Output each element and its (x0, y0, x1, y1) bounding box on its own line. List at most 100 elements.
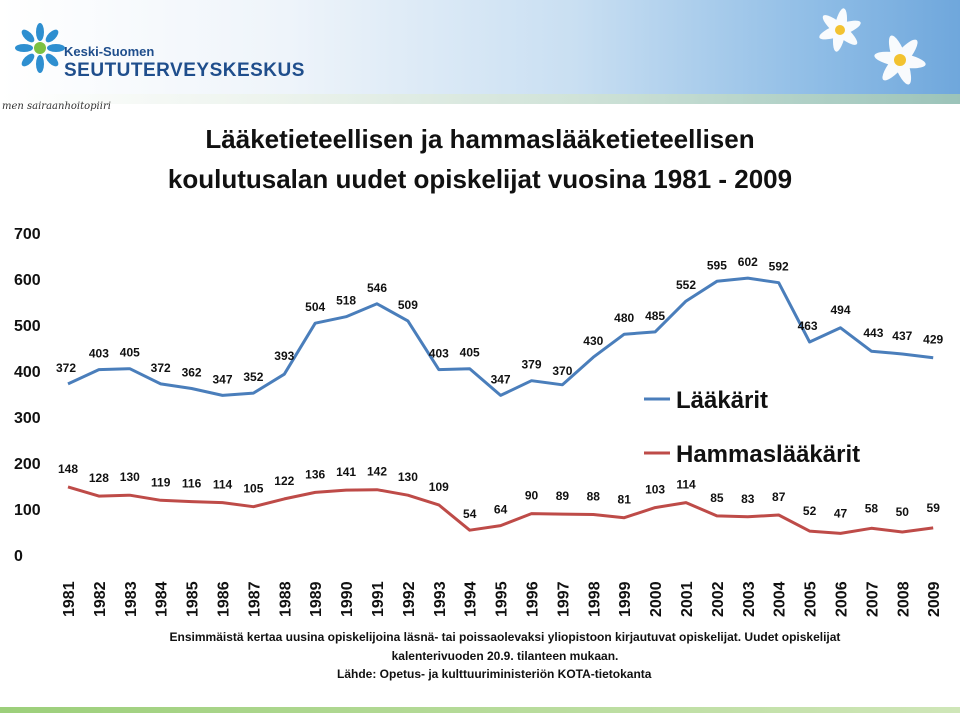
data-label: 122 (274, 474, 294, 488)
data-label: 429 (923, 333, 943, 347)
flower-logo-icon (15, 23, 65, 73)
data-label: 403 (429, 347, 449, 361)
x-tick-label: 2004 (772, 581, 789, 617)
data-label: 379 (521, 358, 541, 372)
data-label: 85 (710, 491, 724, 505)
x-tick-label: 2008 (895, 581, 912, 617)
x-tick-label: 1999 (617, 581, 634, 617)
x-tick-label: 1983 (123, 581, 140, 617)
data-label: 405 (460, 346, 480, 360)
series-line-hammaslaakarit (67, 485, 934, 535)
daisy-flowers-decoration (819, 8, 926, 85)
data-label: 347 (212, 372, 232, 386)
data-label: 116 (182, 477, 202, 491)
data-label: 52 (803, 504, 817, 518)
data-label: 437 (892, 329, 912, 343)
x-tick-label: 1996 (525, 581, 542, 617)
data-label: 64 (494, 503, 508, 517)
legend: Lääkärit Hammaslääkärit (644, 387, 860, 468)
data-label: 103 (645, 483, 665, 497)
data-label: 90 (525, 489, 539, 503)
org-name-large: SEUTUTERVEYSKESKUS (64, 60, 305, 81)
x-tick-label: 1986 (216, 581, 233, 617)
x-tick-label: 1982 (92, 581, 109, 617)
data-label: 81 (618, 493, 632, 507)
data-label: 148 (58, 462, 78, 476)
data-label: 59 (927, 501, 941, 515)
data-label: 592 (769, 260, 789, 274)
data-label: 136 (305, 467, 325, 481)
series-line-laakarit (67, 276, 934, 397)
legend-label: Lääkärit (676, 387, 768, 414)
bottom-accent-line (0, 707, 960, 713)
data-label: 114 (213, 478, 233, 492)
data-label: 372 (56, 361, 76, 375)
x-axis-ticks: 1981 1982 1983 1984 1985 1986 1987 1988 1989 1990… (61, 581, 943, 617)
data-label: 430 (583, 334, 603, 348)
x-tick-label: 1994 (463, 581, 480, 617)
data-label: 362 (182, 365, 202, 379)
x-tick-label: 1990 (339, 581, 356, 617)
chart-title-line-2: koulutusalan uudet opiskelijat vuosina 1… (167, 164, 793, 194)
data-label: 114 (676, 478, 696, 492)
x-tick-label: 1988 (277, 581, 294, 617)
data-label: 443 (863, 326, 883, 340)
data-label: 393 (274, 349, 294, 363)
y-tick-label: 700 (14, 226, 41, 243)
data-label: 87 (772, 490, 786, 504)
source-note: Lähde: Opetus- ja kulttuuriministeriön K… (337, 667, 652, 681)
x-tick-label: 1997 (555, 581, 572, 617)
series-lines (67, 276, 934, 535)
data-label: 141 (336, 465, 356, 479)
x-tick-label: 1987 (246, 581, 263, 617)
data-label: 88 (587, 490, 601, 504)
x-tick-label: 1993 (432, 581, 449, 617)
data-label: 518 (336, 294, 356, 308)
y-tick-label: 100 (14, 502, 41, 519)
data-label: 54 (463, 507, 477, 521)
data-label: 463 (798, 319, 818, 333)
data-label: 370 (552, 364, 572, 378)
data-label: 130 (120, 470, 140, 484)
data-label: 58 (865, 501, 879, 515)
data-label: 504 (305, 300, 325, 314)
data-labels: 372 403 405 372 362 347 352 393 504 518 546 509 403 4… (56, 255, 944, 521)
x-tick-label: 1991 (370, 581, 387, 617)
data-label: 142 (367, 465, 387, 479)
x-tick-label: 2009 (926, 581, 943, 617)
data-label: 83 (741, 492, 755, 506)
data-label: 347 (491, 372, 511, 386)
x-tick-label: 2007 (864, 581, 881, 617)
x-tick-label: 1981 (61, 581, 78, 617)
data-label: 128 (89, 471, 109, 485)
chart-title-line-1: Lääketieteellisen ja hammaslääketieteell… (205, 124, 755, 154)
y-axis-ticks: 0 100 200 300 400 500 600 700 (14, 226, 41, 565)
data-label: 47 (834, 506, 848, 520)
data-label: 50 (896, 505, 910, 519)
footnote-line-2: kalenterivuoden 20.9. tilanteen mukaan. (391, 649, 619, 663)
header-banner: Keski-Suomen SEUTUTERVEYSKESKUS (0, 0, 960, 104)
x-tick-label: 2002 (710, 581, 727, 617)
y-tick-label: 0 (14, 548, 23, 565)
data-label: 403 (89, 347, 109, 361)
data-label: 130 (398, 470, 418, 484)
data-label: 372 (151, 361, 171, 375)
y-tick-label: 500 (14, 318, 41, 335)
x-tick-label: 1984 (154, 581, 171, 617)
x-tick-label: 1989 (308, 581, 325, 617)
data-label: 109 (429, 480, 449, 494)
x-tick-label: 2001 (679, 581, 696, 617)
x-tick-label: 1995 (494, 581, 511, 617)
data-label: 602 (738, 255, 758, 269)
data-label: 480 (614, 311, 634, 325)
x-tick-label: 2000 (648, 581, 665, 617)
data-label: 494 (830, 303, 850, 317)
data-label: 546 (367, 281, 387, 295)
y-tick-label: 300 (14, 410, 41, 427)
data-label: 405 (120, 346, 140, 360)
x-tick-label: 2003 (741, 581, 758, 617)
x-tick-label: 2006 (834, 581, 851, 617)
x-tick-label: 2005 (803, 581, 820, 617)
data-label: 485 (645, 309, 665, 323)
